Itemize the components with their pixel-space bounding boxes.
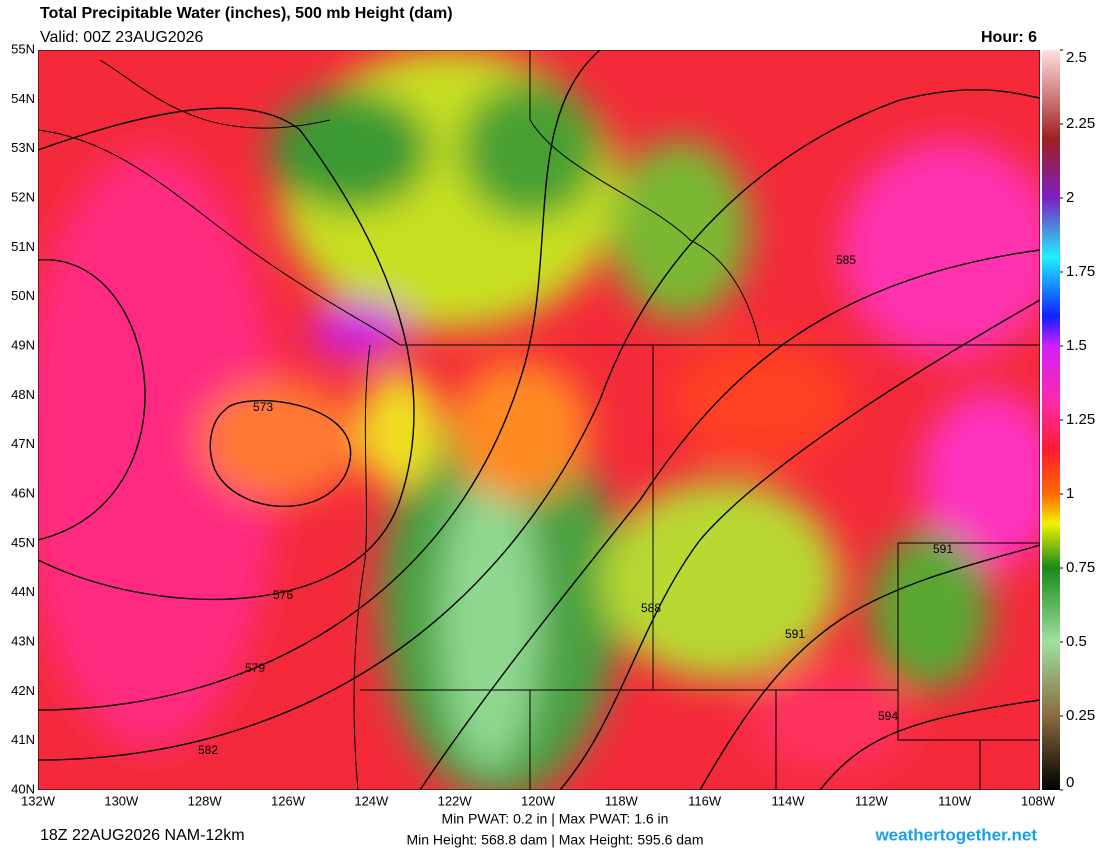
colorbar-label: 2 (1066, 189, 1074, 206)
lon-label: 132W (21, 793, 56, 808)
lon-label: 114W (772, 793, 806, 808)
site-credit[interactable]: weathertogether.net (874, 825, 1037, 844)
lon-label: 116W (688, 793, 722, 808)
height-contours (38, 50, 1040, 790)
lat-label: 48N (11, 387, 35, 402)
lat-label: 49N (11, 337, 35, 352)
lat-label: 52N (11, 189, 35, 204)
contour-label: 576 (273, 588, 293, 602)
lat-label: 42N (11, 683, 35, 698)
lat-label: 45N (11, 535, 35, 550)
lat-label: 55N (11, 41, 35, 56)
lon-label: 128W (188, 793, 223, 808)
lon-label: 112W (855, 793, 889, 808)
contour-label: 591 (933, 542, 953, 556)
pwat-stats: Min PWAT: 0.2 in | Max PWAT: 1.6 in (442, 811, 669, 827)
height-stats: Min Height: 568.8 dam | Max Height: 595.… (406, 832, 703, 848)
contour-label: 591 (785, 627, 805, 641)
colorbar-label: 1 (1066, 485, 1074, 502)
colorbar-label: 1.5 (1066, 337, 1087, 354)
contour-label: 585 (836, 253, 856, 267)
colorbar-label: 2.25 (1066, 115, 1095, 132)
lon-label: 118W (605, 793, 639, 808)
lon-label: 120W (521, 793, 556, 808)
lat-label: 54N (11, 91, 35, 106)
contour-label: 579 (245, 661, 265, 675)
lat-label: 51N (11, 239, 35, 254)
lon-label: 130W (104, 793, 139, 808)
colorbar-label: 0 (1066, 774, 1074, 791)
contour-label: 594 (878, 709, 898, 723)
lat-label: 43N (11, 633, 35, 648)
model-run: 18Z 22AUG2026 NAM-12km (40, 827, 245, 844)
lat-label: 44N (11, 584, 35, 599)
contour-label: 582 (198, 743, 218, 757)
lat-label: 47N (11, 436, 35, 451)
lon-label: 122W (438, 793, 473, 808)
lat-label: 53N (11, 140, 35, 155)
colorbar-label: 2.5 (1066, 49, 1087, 66)
title: Total Precipitable Water (inches), 500 m… (40, 5, 453, 22)
borders (38, 50, 1040, 790)
contour-label: 573 (253, 400, 273, 414)
lon-label: 108W (1021, 793, 1056, 808)
colorbar-label: 0.25 (1066, 707, 1095, 724)
contour-label: 588 (641, 601, 661, 615)
lat-label: 40N (11, 781, 35, 796)
colorbar-label: 1.25 (1066, 411, 1095, 428)
lat-label: 46N (11, 485, 35, 500)
colorbar-label: 0.5 (1066, 633, 1087, 650)
pwat-field (38, 50, 1040, 790)
forecast-hour: Hour: 6 (981, 29, 1037, 46)
valid-time: Valid: 00Z 23AUG2026 (40, 29, 203, 46)
lon-label: 124W (354, 793, 389, 808)
colorbar (1042, 50, 1060, 790)
lat-label: 41N (11, 732, 35, 747)
colorbar-label: 0.75 (1066, 559, 1095, 576)
colorbar-label: 1.75 (1066, 263, 1095, 280)
lat-label: 50N (11, 288, 35, 303)
lon-label: 110W (938, 793, 972, 808)
lon-label: 126W (271, 793, 306, 808)
